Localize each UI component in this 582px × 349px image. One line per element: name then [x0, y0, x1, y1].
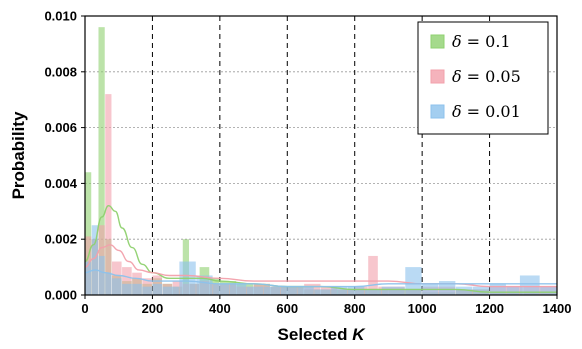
- x-tick-label: 1200: [475, 301, 504, 316]
- histogram-bar: [506, 286, 520, 295]
- y-tick-label: 0.000: [44, 288, 77, 303]
- series-bars-2: [85, 225, 557, 295]
- histogram-bar: [85, 172, 92, 295]
- histogram-bar: [455, 289, 490, 295]
- legend-label: δ = 0.1: [452, 32, 511, 51]
- legend-symbol: δ: [452, 32, 462, 51]
- histogram-bar: [122, 283, 132, 295]
- histogram-bar: [405, 267, 422, 295]
- kde-curves: [84, 204, 557, 293]
- histogram-bar: [347, 286, 365, 295]
- axis-ticks: 0 200 400 600 800 1000 1200 1400 0.000 0.002 0.004…: [44, 9, 571, 317]
- histogram-bar: [331, 286, 348, 295]
- legend: δ = 0.1 δ = 0.05 δ = 0.01: [417, 21, 549, 135]
- histogram-bar: [489, 286, 523, 295]
- histogram-bar: [263, 286, 281, 295]
- y-axis-label: Probability: [9, 111, 28, 199]
- histogram-bar: [142, 286, 152, 295]
- x-tick-label: 1400: [543, 301, 572, 316]
- x-tick-label: 200: [142, 301, 164, 316]
- legend-swatch: [430, 34, 445, 49]
- legend-symbol: δ: [452, 102, 462, 121]
- histogram-bar: [196, 275, 213, 295]
- histogram-bar: [314, 289, 331, 295]
- legend-value: = 0.01: [467, 102, 521, 121]
- histogram-bar: [297, 286, 314, 295]
- legend-label: δ = 0.05: [452, 67, 521, 86]
- histogram-bar: [388, 289, 422, 295]
- histogram-bar: [213, 283, 230, 295]
- x-axis-label-variable: K: [352, 325, 366, 344]
- x-tick-label: 800: [344, 301, 366, 316]
- histogram-bar: [162, 286, 179, 295]
- legend-item-0: δ = 0.1: [430, 32, 511, 51]
- histogram-bar: [364, 289, 382, 295]
- y-tick-label: 0.004: [44, 176, 77, 191]
- histogram-bar: [98, 255, 105, 295]
- histogram-bar: [111, 278, 122, 295]
- histogram-bar: [368, 255, 378, 295]
- kde-curve-0: [84, 204, 557, 293]
- x-tick-label: 400: [209, 301, 231, 316]
- x-axis-label-prefix: Selected: [278, 325, 353, 344]
- histogram-bar: [472, 286, 490, 295]
- legend-label: δ = 0.01: [452, 102, 521, 121]
- legend-swatch: [430, 69, 445, 84]
- histogram-bar: [98, 27, 105, 295]
- plot-frame: [84, 15, 558, 296]
- histogram-bar: [381, 286, 405, 295]
- histogram-bar: [489, 283, 506, 295]
- legend-value: = 0.1: [467, 32, 511, 51]
- histogram-bar: [246, 286, 264, 295]
- x-tick-label: 600: [276, 301, 298, 316]
- y-tick-label: 0.010: [44, 9, 77, 24]
- y-tick-label: 0.008: [44, 64, 77, 79]
- histogram-bar: [422, 286, 456, 295]
- legend-swatch: [430, 104, 445, 119]
- x-tick-label: 1000: [408, 301, 437, 316]
- histogram-bar: [439, 281, 456, 295]
- legend-symbol: δ: [452, 67, 462, 86]
- legend-value: = 0.05: [467, 67, 521, 86]
- histogram-bar: [122, 267, 132, 295]
- legend-item-1: δ = 0.05: [430, 67, 521, 86]
- histogram-bar: [85, 261, 92, 295]
- histogram-bar: [280, 286, 297, 295]
- histogram-bar: [152, 283, 163, 295]
- histogram-bar: [519, 275, 540, 295]
- legend-item-2: δ = 0.01: [430, 102, 521, 121]
- kde-curve-2: [84, 269, 557, 288]
- histogram-bar: [105, 272, 112, 295]
- histogram-bar: [105, 94, 112, 296]
- histogram-bar: [91, 225, 98, 295]
- y-tick-label: 0.006: [44, 120, 77, 135]
- x-axis-label: Selected K: [278, 325, 367, 344]
- histogram-bar: [523, 286, 557, 295]
- x-tick-label: 0: [81, 301, 88, 316]
- histogram-bar: [132, 283, 142, 295]
- histogram-bar: [455, 286, 473, 295]
- y-tick-label: 0.002: [44, 232, 77, 247]
- histogram-bar: [540, 286, 557, 295]
- histogram-bar: [229, 283, 247, 295]
